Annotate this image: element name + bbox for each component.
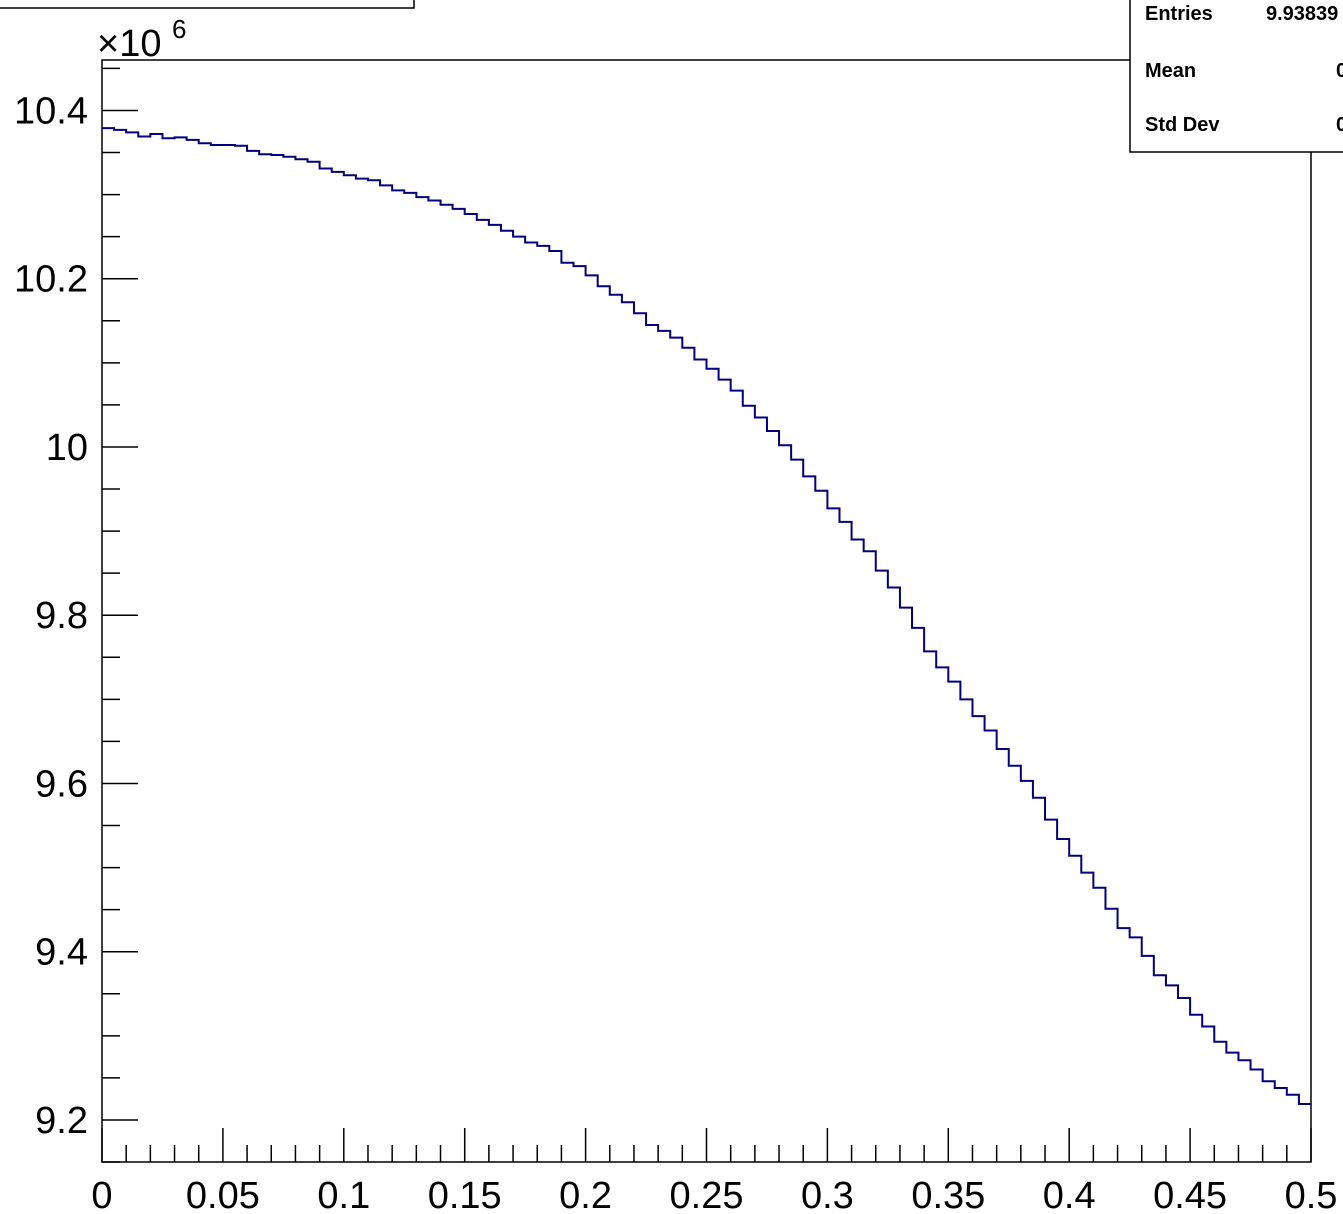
- x-tick-label: 0.45: [1153, 1175, 1227, 1214]
- data-layer: [102, 127, 1311, 1105]
- stats-entries-label: Entries: [1145, 3, 1213, 25]
- x-tick-label: 0.15: [428, 1175, 502, 1214]
- y-axis: 9.2 9.4 9.6 9.8 10 10.2 10.4: [14, 67, 138, 1163]
- x-tick-label: 0: [91, 1175, 112, 1214]
- y-multiplier-exponent: 6: [172, 14, 186, 44]
- x-tick-label: 0.4: [1043, 1175, 1096, 1214]
- y-tick-label: 10.2: [14, 259, 88, 301]
- stats-mean-label: Mean: [1145, 60, 1196, 82]
- stats-box: Entries 9.93839 Mean 0 Std Dev 0: [1129, 0, 1343, 153]
- y-tick-label: 10: [46, 427, 88, 469]
- x-tick-label: 0.1: [317, 1175, 370, 1214]
- x-tick-label: 0.2: [559, 1175, 612, 1214]
- plot-frame: [101, 59, 1312, 1163]
- y-tick-label: 9.8: [35, 595, 88, 637]
- y-tick-label: 9.6: [35, 763, 88, 805]
- title-box: [0, 0, 415, 9]
- x-tick-label: 0.25: [670, 1175, 744, 1214]
- x-tick-label: 0.3: [801, 1175, 854, 1214]
- y-tick-label: 10.4: [14, 90, 88, 132]
- y-tick-label: 9.2: [35, 1100, 88, 1142]
- y-tick-label: 9.4: [35, 932, 88, 974]
- histogram-line: [102, 127, 1311, 1105]
- x-tick-label: 0.5: [1285, 1175, 1338, 1214]
- y-multiplier-base: ×10: [97, 23, 161, 65]
- stats-entries-value: 9.93839: [1266, 3, 1338, 25]
- stats-box-frame: [1129, 0, 1343, 153]
- stats-mean-value: 0: [1336, 60, 1343, 82]
- x-tick-label: 0.05: [186, 1175, 260, 1214]
- stats-stddev-value: 0: [1336, 114, 1343, 136]
- stats-stddev-label: Std Dev: [1145, 114, 1220, 136]
- y-multiplier: ×10 6: [97, 14, 187, 65]
- x-axis: 0 0.05 0.1 0.15 0.2 0.25 0.3 0.35 0.4 0.45 0.5: [91, 1128, 1337, 1214]
- x-tick-label: 0.35: [911, 1175, 985, 1214]
